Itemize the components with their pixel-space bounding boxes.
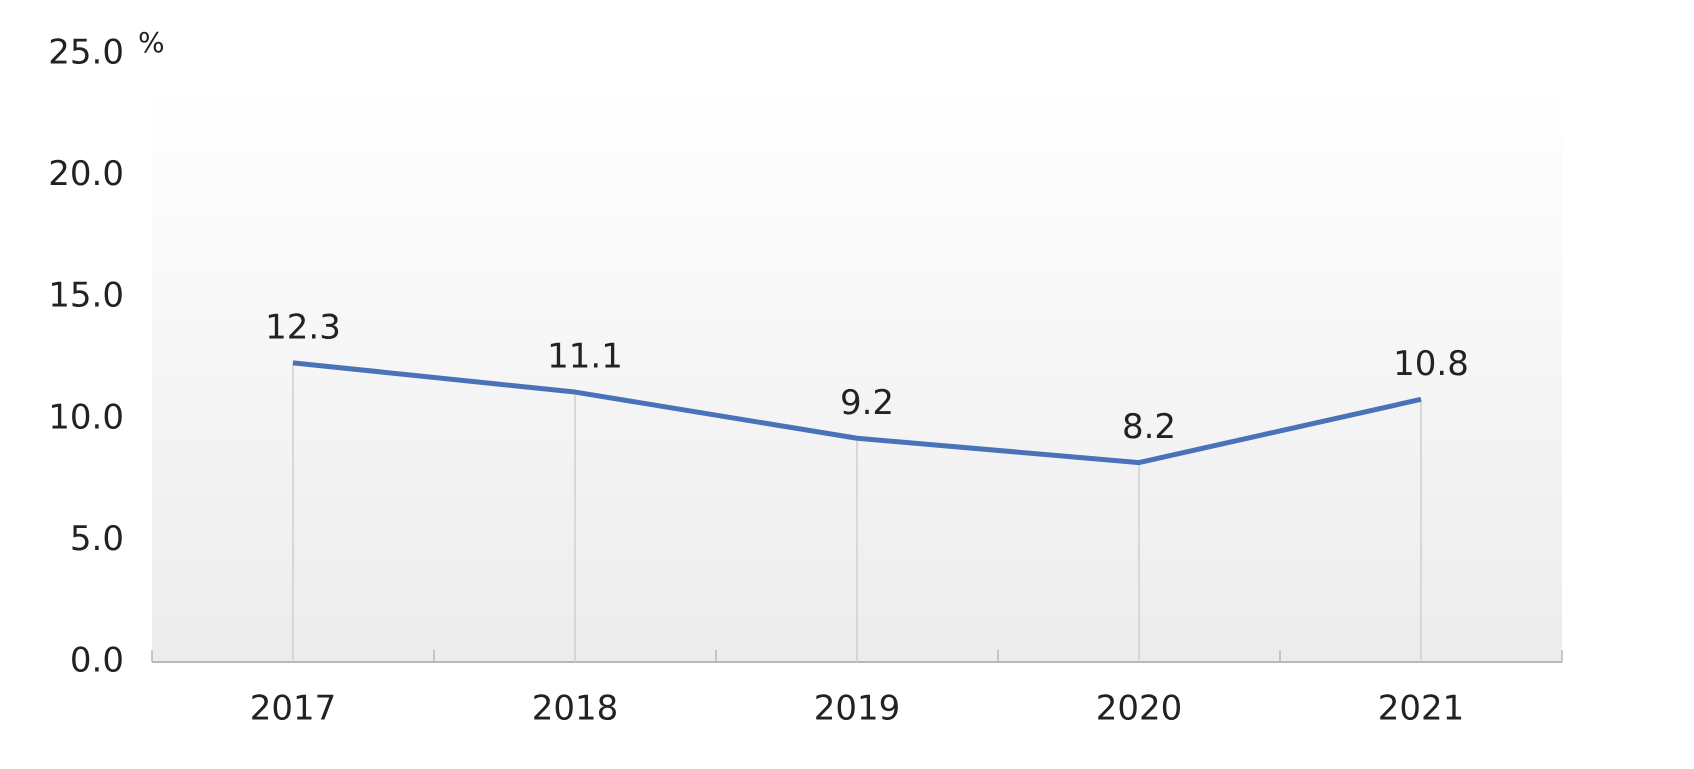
y-tick-label: 15.0: [48, 276, 124, 316]
value-label: 11.1: [547, 337, 623, 377]
data-line: [292, 360, 1422, 466]
y-tick-label: 5.0: [70, 519, 124, 559]
x-tick-label: 2020: [1096, 689, 1183, 729]
y-unit: %: [138, 26, 165, 59]
x-tick-label: 2019: [814, 689, 901, 729]
value-label: 9.2: [840, 383, 894, 423]
y-tick-label: 20.0: [48, 154, 124, 194]
x-tick-label: 2017: [250, 689, 337, 729]
value-label: 10.8: [1393, 344, 1469, 384]
y-tick-label: 25.0: [48, 33, 124, 73]
value-label: 8.2: [1122, 407, 1176, 447]
value-label: 12.3: [265, 307, 341, 347]
y-tick-label: 10.0: [48, 397, 124, 437]
y-tick-label: 0.0: [70, 641, 124, 681]
x-tick-label: 2018: [532, 689, 619, 729]
x-tick-label: 2021: [1378, 689, 1465, 729]
